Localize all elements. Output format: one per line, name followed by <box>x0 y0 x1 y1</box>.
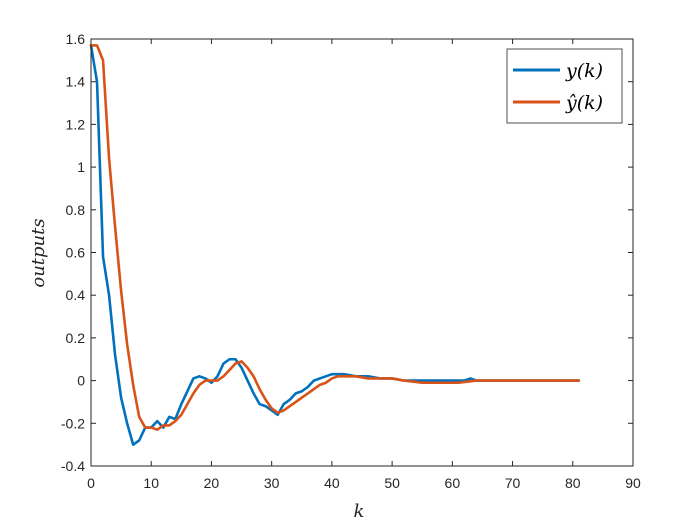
x-axis-title: k <box>354 501 365 522</box>
legend: y(k) ŷ(k) <box>506 48 623 124</box>
legend-label-y: y(k) <box>565 60 603 82</box>
x-tick-label: 40 <box>324 475 340 491</box>
x-tick-label: 20 <box>204 475 220 491</box>
legend-box <box>506 48 623 124</box>
y-axis-title: outputs <box>28 218 49 287</box>
legend-label-yhat: ŷ(k) <box>565 92 603 114</box>
y-tick-label: -0.4 <box>61 458 85 474</box>
y-tick-label: 1 <box>77 159 85 175</box>
y-tick-label: 1.2 <box>66 116 86 132</box>
ticks-layer <box>90 38 634 467</box>
tick-labels-layer: 0 10 20 30 40 50 60 70 80 90 -0.4 -0.2 0 0.2 0.4 0.6 0.8… <box>61 31 641 491</box>
x-tick-label: 60 <box>445 475 461 491</box>
x-tick-label: 30 <box>264 475 280 491</box>
x-tick-label: 90 <box>625 475 641 491</box>
x-tick-label: 0 <box>87 475 95 491</box>
x-tick-label: 10 <box>143 475 159 491</box>
series-line-1 <box>89 44 581 431</box>
y-tick-label: 0.6 <box>66 245 86 261</box>
y-tick-label: 0 <box>77 373 85 389</box>
y-tick-label: 1.6 <box>66 31 86 47</box>
y-tick-label: 0.4 <box>66 287 86 303</box>
y-tick-label: 1.4 <box>66 74 86 90</box>
y-tick-label: 0.8 <box>66 202 86 218</box>
x-tick-label: 50 <box>384 475 400 491</box>
y-tick-label: -0.2 <box>61 415 85 431</box>
x-tick-label: 80 <box>565 475 581 491</box>
x-tick-label: 70 <box>505 475 521 491</box>
y-tick-label: 0.2 <box>66 330 86 346</box>
series-layer <box>89 44 581 446</box>
